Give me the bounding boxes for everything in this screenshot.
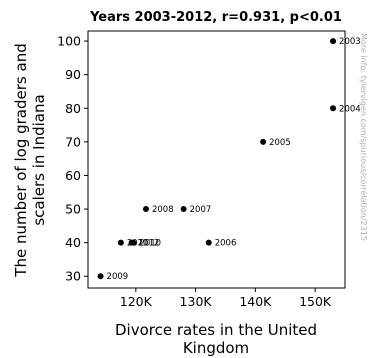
point-label-2008: 2008 (152, 205, 174, 215)
data-point-2011 (117, 239, 124, 246)
y-tick-label: 50 (65, 202, 81, 217)
data-point-2004 (330, 105, 337, 112)
y-tick-label: 100 (57, 34, 81, 49)
y-tick-label: 70 (65, 134, 81, 149)
point-label-2005: 2005 (269, 138, 291, 148)
y-axis-label-line-1: The number of log graders and (12, 43, 30, 277)
data-point-2009 (97, 273, 104, 280)
x-axis: 120K 130K 140K 150K (120, 288, 332, 309)
point-label-2011: 2011 (127, 239, 149, 249)
x-tick-label: 140K (239, 294, 272, 309)
y-tick-label: 60 (65, 168, 81, 183)
point-label-2007: 2007 (190, 205, 212, 215)
point-label-2012: 2012 (138, 239, 160, 249)
data-point-2012 (128, 239, 135, 246)
y-axis: 30 40 50 60 70 80 90 100 (57, 34, 88, 284)
point-label-2003: 2003 (339, 37, 361, 47)
data-point-2007 (180, 206, 187, 213)
y-tick-label: 30 (65, 269, 81, 284)
point-label-2010: 2010 (139, 239, 161, 249)
point-label-2004: 2004 (339, 104, 361, 114)
point-label-2006: 2006 (215, 239, 237, 249)
x-axis-label-line-2: Kingdom (183, 339, 249, 357)
y-axis-label-line-2: scalers in Indiana (30, 94, 48, 225)
plot-frame (87, 30, 346, 289)
watermark-text: More info: tylervigen.com/spurious/corre… (359, 33, 368, 241)
data-point-2005 (260, 138, 267, 145)
point-label-2009: 2009 (107, 272, 129, 282)
x-tick-label: 120K (120, 294, 153, 309)
y-tick-label: 90 (65, 67, 81, 82)
data-point-2003 (330, 38, 337, 45)
x-tick-label: 150K (299, 294, 332, 309)
y-tick-label: 40 (65, 235, 81, 250)
chart-title: Years 2003-2012, r=0.931, p<0.01 (89, 10, 342, 25)
y-tick-label: 80 (65, 101, 81, 116)
data-point-2008 (142, 206, 149, 213)
x-tick-label: 130K (180, 294, 213, 309)
x-axis-label-line-1: Divorce rates in the United (115, 321, 317, 339)
data-point-2006 (205, 239, 212, 246)
